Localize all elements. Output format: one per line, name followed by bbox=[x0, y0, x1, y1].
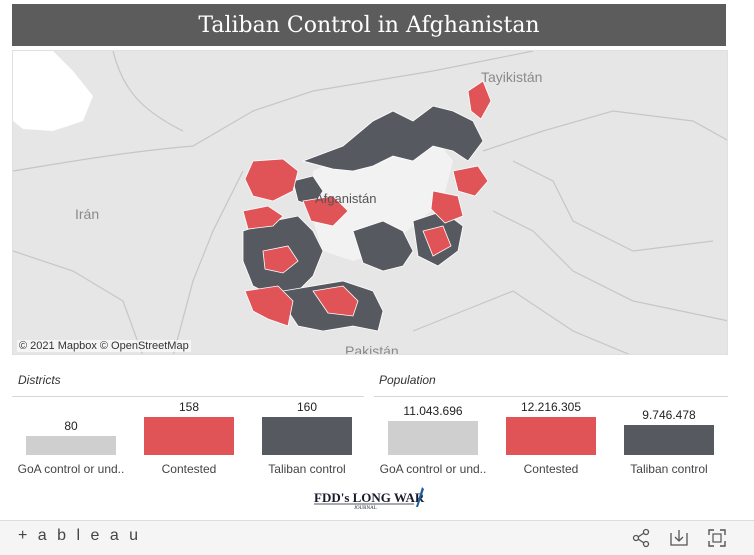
districts-value-goa: 80 bbox=[64, 419, 78, 433]
map-label-iran: Irán bbox=[75, 206, 100, 222]
map-background bbox=[13, 51, 727, 354]
districts-value-contested: 158 bbox=[178, 400, 200, 414]
districts-category-goa: GoA control or und.. bbox=[17, 462, 125, 476]
tableau-toolbar: + a b l e a u bbox=[0, 520, 754, 555]
population-chart: 11.043.696 12.216.305 9.746.478 GoA cont… bbox=[374, 396, 728, 476]
population-bar-taliban[interactable] bbox=[624, 425, 714, 455]
tableau-logo[interactable]: + a b l e a u bbox=[18, 527, 142, 544]
page-title: Taliban Control in Afghanistan bbox=[12, 4, 726, 46]
population-bar-goa[interactable] bbox=[388, 421, 478, 455]
logo-graphic: FDD's LONG WAR JOURNAL bbox=[314, 487, 425, 511]
logo-subtext: JOURNAL bbox=[354, 506, 377, 511]
download-icon[interactable] bbox=[668, 527, 690, 549]
districts-value-taliban: 160 bbox=[296, 400, 318, 414]
map-label-afghanistan: Afganistán bbox=[315, 191, 377, 206]
long-war-journal-logo[interactable]: FDD's LONG WAR JOURNAL bbox=[314, 485, 426, 511]
logo-text: FDD's LONG WAR bbox=[314, 490, 425, 505]
population-category-taliban: Taliban control bbox=[630, 462, 708, 476]
districts-chart: 80 158 160 GoA control or und.. Conteste… bbox=[12, 396, 364, 476]
contested-regions bbox=[242, 80, 492, 327]
logo-quill-icon bbox=[416, 487, 424, 507]
country-borders bbox=[13, 51, 727, 354]
districts-bar-taliban[interactable] bbox=[262, 417, 352, 455]
districts-title: Districts bbox=[18, 373, 61, 387]
population-category-goa: GoA control or und.. bbox=[379, 462, 487, 476]
districts-category-contested: Contested bbox=[161, 462, 217, 476]
share-icon[interactable] bbox=[630, 527, 652, 549]
fullscreen-icon[interactable] bbox=[706, 527, 728, 549]
map-attribution[interactable]: © 2021 Mapbox © OpenStreetMap bbox=[17, 340, 191, 352]
districts-category-taliban: Taliban control bbox=[268, 462, 346, 476]
population-value-taliban: 9.746.478 bbox=[642, 408, 696, 422]
population-value-contested: 12.216.305 bbox=[520, 400, 582, 414]
population-category-contested: Contested bbox=[523, 462, 579, 476]
districts-bar-goa[interactable] bbox=[26, 436, 116, 455]
district-map[interactable]: Tayikistán Irán Afganistán Pakistán © 20… bbox=[12, 50, 728, 355]
population-bar-contested[interactable] bbox=[506, 417, 596, 455]
population-value-goa: 11.043.696 bbox=[403, 404, 463, 418]
population-title: Population bbox=[379, 373, 436, 387]
map-label-tajikistan: Tayikistán bbox=[481, 69, 543, 85]
caspian-sea bbox=[13, 51, 93, 131]
map-label-pakistan: Pakistán bbox=[345, 343, 399, 355]
districts-bar-contested[interactable] bbox=[144, 417, 234, 455]
